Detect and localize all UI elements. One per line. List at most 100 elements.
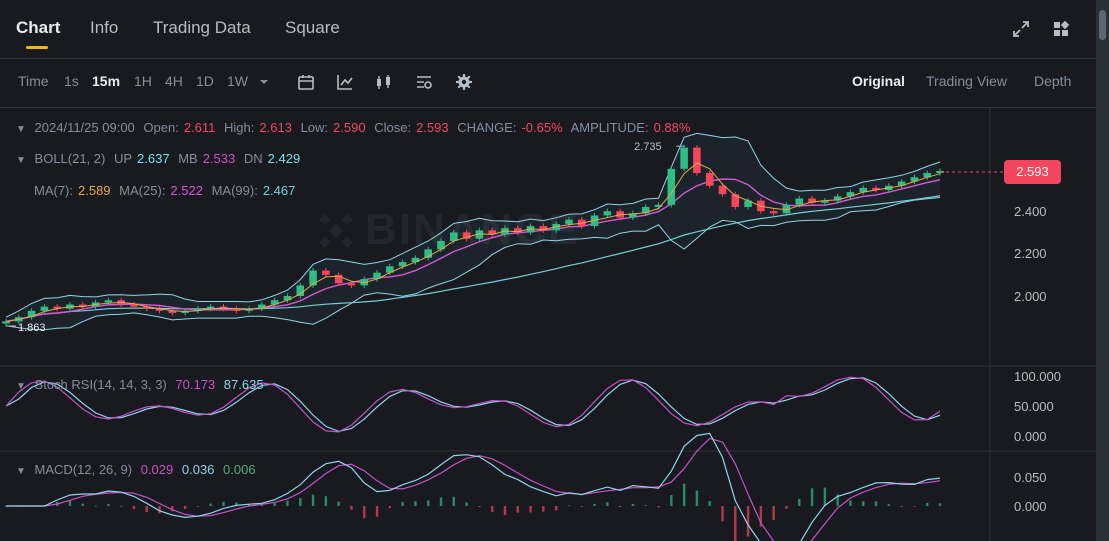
y-tick-label: 2.000 xyxy=(1014,289,1047,304)
collapse-icon[interactable]: ▼ xyxy=(16,381,26,392)
interval-1w[interactable]: 1W xyxy=(227,73,248,89)
interval-time[interactable]: Time xyxy=(18,73,49,89)
macd-histogram-bar xyxy=(695,490,699,506)
macd-histogram-bar xyxy=(222,501,225,506)
interval-dropdown-icon[interactable] xyxy=(258,77,270,87)
macd-dif-line xyxy=(6,432,941,541)
view-trading-view[interactable]: Trading View xyxy=(926,73,1007,89)
collapse-icon[interactable]: ▼ xyxy=(16,155,26,166)
candle-body xyxy=(437,240,445,250)
macd-histogram-bar xyxy=(874,501,878,506)
macd-info: ▼ MACD(12, 26, 9) 0.029 0.036 0.006 xyxy=(16,462,261,477)
candle-body xyxy=(808,198,816,203)
scrollbar-thumb[interactable] xyxy=(1099,10,1106,40)
calendar-icon[interactable] xyxy=(297,73,315,91)
settings-gear-icon[interactable] xyxy=(455,73,473,91)
open-label: Open: xyxy=(143,120,179,135)
tab-chart[interactable]: Chart xyxy=(16,18,61,37)
ma7-value: 2.589 xyxy=(78,183,111,198)
candle-body xyxy=(910,177,919,182)
bollinger-lower-line xyxy=(5,197,941,331)
candle-body xyxy=(872,187,880,190)
macd-histogram-bar xyxy=(414,501,417,506)
candle-body xyxy=(603,211,612,216)
scrollbar[interactable] xyxy=(1096,0,1109,541)
interval-1d[interactable]: 1D xyxy=(196,73,214,89)
tab-trading-data[interactable]: Trading Data xyxy=(153,18,251,37)
macd-histogram-bar xyxy=(849,500,852,506)
macd-histogram-bar xyxy=(68,500,72,506)
macd-histogram-bar xyxy=(401,501,404,506)
ma99-value: 2.467 xyxy=(262,183,296,198)
macd-histogram-bar xyxy=(670,495,673,506)
macd-histogram-bar xyxy=(375,506,379,517)
candle-body xyxy=(309,270,317,286)
candle-body xyxy=(897,181,906,186)
fullscreen-icon[interactable] xyxy=(1012,20,1030,38)
candle-body xyxy=(731,194,740,207)
tab-info[interactable]: Info xyxy=(90,18,119,37)
macd-histogram-bar xyxy=(542,506,545,512)
candle-body xyxy=(2,321,10,324)
candle-body xyxy=(168,310,177,313)
candle-body xyxy=(232,308,241,311)
candle-body xyxy=(296,285,305,296)
template-icon[interactable] xyxy=(415,73,433,91)
view-depth[interactable]: Depth xyxy=(1034,73,1072,89)
macd-histogram-bar xyxy=(631,503,635,506)
macd-histogram-bar xyxy=(324,496,328,506)
boll-info: ▼ BOLL(21, 2) UP 2.637 MB 2.533 DN 2.429 xyxy=(16,151,305,166)
indicator-icon[interactable] xyxy=(336,73,354,91)
collapse-icon[interactable]: ▼ xyxy=(16,466,26,477)
interval-1s[interactable]: 1s xyxy=(64,73,79,89)
candle-type-icon[interactable] xyxy=(375,73,393,91)
macd-histogram-bar xyxy=(593,504,596,506)
macd-histogram-bar xyxy=(107,504,110,506)
candle-body xyxy=(373,272,381,280)
candle-body xyxy=(386,266,394,273)
macd-histogram-bar xyxy=(465,502,468,506)
candle-body xyxy=(680,147,688,169)
candle-body xyxy=(283,296,292,301)
macd-histogram-bar xyxy=(119,505,123,507)
macd-hist-value: 0.006 xyxy=(223,462,256,477)
macd-histogram-bar xyxy=(158,506,161,514)
interval-15m[interactable]: 15m xyxy=(92,73,121,89)
macd-histogram-bar xyxy=(388,506,392,509)
tab-square[interactable]: Square xyxy=(285,18,340,37)
macd-y-tick-label: 0.000 xyxy=(1014,499,1047,514)
candle-body xyxy=(270,300,279,305)
bollinger-upper-line xyxy=(5,132,941,318)
macd-histogram-bar xyxy=(926,502,929,506)
candle-body xyxy=(206,306,215,309)
macd-histogram-bar xyxy=(171,506,174,512)
ma7-label: MA(7): xyxy=(34,183,73,198)
candle-body xyxy=(846,192,855,197)
macd-histogram-bar xyxy=(938,503,942,506)
interval-1h[interactable]: 1H xyxy=(134,73,152,89)
macd-histogram-bar xyxy=(798,498,801,506)
ma25-label: MA(25): xyxy=(119,183,166,198)
macd-histogram-bar xyxy=(503,506,507,516)
macd-histogram-bar xyxy=(836,494,839,506)
macd-histogram-bar xyxy=(311,494,315,506)
interval-4h[interactable]: 4H xyxy=(165,73,183,89)
macd-histogram-bar xyxy=(490,506,494,513)
macd-label: MACD(12, 26, 9) xyxy=(34,462,133,477)
candle-body xyxy=(40,306,49,311)
macd-histogram-bar xyxy=(746,506,750,537)
candle-body xyxy=(821,200,829,203)
candle-date: 2024/11/25 09:00 xyxy=(34,120,135,135)
stoch-y-tick-label: 50.000 xyxy=(1014,399,1054,414)
current-price-tag: 2.593 xyxy=(1004,160,1061,184)
collapse-icon[interactable]: ▼ xyxy=(16,124,26,135)
boll-up-label: UP xyxy=(113,151,133,166)
layout-grid-icon[interactable] xyxy=(1052,20,1070,38)
tab-bar: Chart Info Trading Data Square xyxy=(0,0,1096,59)
candle-body xyxy=(155,308,164,311)
macd-histogram-bar xyxy=(721,506,724,522)
boll-up-value: 2.637 xyxy=(137,151,170,166)
view-original[interactable]: Original xyxy=(852,73,905,89)
candle-body xyxy=(322,270,330,275)
